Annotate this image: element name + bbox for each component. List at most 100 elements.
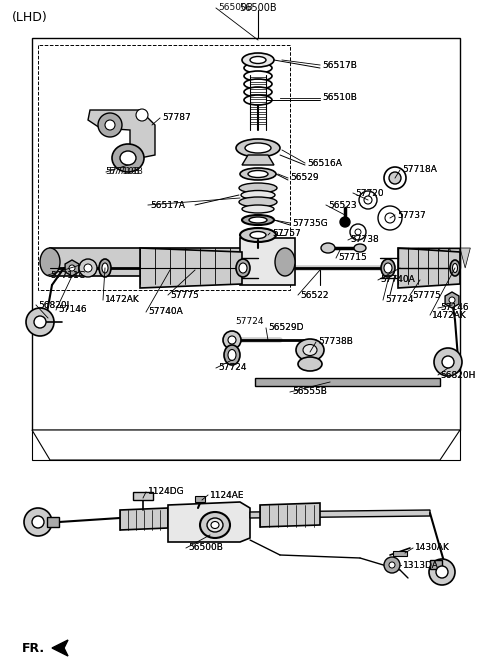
Text: 57738: 57738 — [350, 235, 379, 245]
Circle shape — [385, 213, 395, 223]
Bar — [393, 551, 407, 556]
Ellipse shape — [239, 183, 277, 193]
Polygon shape — [168, 502, 250, 542]
Polygon shape — [140, 248, 242, 288]
Text: 1313DA: 1313DA — [403, 560, 439, 569]
Text: 57735G: 57735G — [292, 218, 328, 228]
Text: 56555B: 56555B — [292, 388, 327, 396]
Text: 56820H: 56820H — [440, 370, 475, 380]
Ellipse shape — [296, 339, 324, 361]
Circle shape — [434, 348, 462, 376]
Text: 57720: 57720 — [355, 189, 384, 198]
Circle shape — [136, 109, 148, 121]
Ellipse shape — [99, 259, 111, 277]
Polygon shape — [429, 248, 439, 268]
Text: 57787: 57787 — [162, 114, 191, 122]
Text: 57710B: 57710B — [105, 167, 140, 177]
Text: 57740A: 57740A — [148, 308, 183, 317]
Polygon shape — [32, 430, 460, 460]
Ellipse shape — [211, 521, 219, 528]
Text: 1472AK: 1472AK — [432, 310, 467, 319]
Ellipse shape — [244, 63, 272, 73]
Polygon shape — [242, 155, 274, 165]
Text: 57738B: 57738B — [318, 337, 353, 347]
Ellipse shape — [241, 190, 275, 200]
Ellipse shape — [244, 87, 272, 97]
Text: 56517A: 56517A — [150, 200, 185, 210]
Ellipse shape — [240, 168, 276, 180]
Text: 57724: 57724 — [235, 317, 264, 327]
Ellipse shape — [112, 144, 144, 172]
Text: 57738B: 57738B — [318, 337, 353, 347]
Text: 56500B: 56500B — [239, 3, 277, 13]
Ellipse shape — [239, 263, 247, 273]
Polygon shape — [52, 640, 68, 656]
Text: 56516A: 56516A — [307, 159, 342, 167]
Ellipse shape — [200, 512, 230, 538]
Circle shape — [223, 331, 241, 349]
Text: 56516A: 56516A — [307, 159, 342, 167]
Text: 56529: 56529 — [290, 173, 319, 183]
Polygon shape — [32, 430, 460, 460]
Ellipse shape — [384, 167, 406, 189]
Bar — [255, 378, 440, 386]
Polygon shape — [65, 260, 79, 276]
Polygon shape — [88, 110, 155, 158]
Text: 57710B: 57710B — [108, 167, 143, 177]
Text: 56500B: 56500B — [188, 544, 223, 552]
Ellipse shape — [236, 139, 280, 157]
Ellipse shape — [244, 71, 272, 81]
Ellipse shape — [303, 345, 317, 355]
Text: 56523: 56523 — [328, 200, 357, 210]
Circle shape — [32, 516, 44, 528]
Ellipse shape — [450, 260, 460, 276]
Circle shape — [355, 229, 361, 235]
Ellipse shape — [381, 259, 395, 277]
Ellipse shape — [242, 53, 274, 67]
Circle shape — [79, 259, 97, 277]
Text: 56522: 56522 — [300, 290, 328, 300]
Bar — [398, 248, 460, 268]
Polygon shape — [398, 248, 460, 288]
Ellipse shape — [120, 151, 136, 165]
Text: 56820H: 56820H — [440, 370, 475, 380]
Text: 56523: 56523 — [328, 200, 357, 210]
Circle shape — [228, 336, 236, 344]
Polygon shape — [120, 508, 168, 530]
Ellipse shape — [275, 248, 295, 276]
Text: 57724: 57724 — [218, 364, 247, 372]
Bar — [133, 492, 153, 500]
Text: 1472AK: 1472AK — [432, 310, 467, 319]
Text: 56529D: 56529D — [268, 323, 303, 333]
Text: 57718A: 57718A — [402, 165, 437, 175]
Text: 1472AK: 1472AK — [105, 296, 140, 304]
Ellipse shape — [40, 248, 60, 276]
Text: 1124DG: 1124DG — [148, 487, 185, 497]
Text: 56522: 56522 — [300, 290, 328, 300]
Polygon shape — [439, 248, 450, 268]
Ellipse shape — [242, 205, 274, 213]
Text: 1124AE: 1124AE — [210, 491, 244, 499]
Text: 56555B: 56555B — [292, 388, 327, 396]
Ellipse shape — [244, 79, 272, 89]
Ellipse shape — [102, 263, 108, 273]
Text: 1430AK: 1430AK — [415, 544, 450, 552]
Text: 57775: 57775 — [170, 290, 199, 300]
Text: 57740A: 57740A — [148, 308, 183, 317]
Polygon shape — [445, 292, 459, 308]
Text: 1472AK: 1472AK — [105, 296, 140, 304]
Ellipse shape — [249, 217, 267, 223]
Ellipse shape — [354, 244, 366, 252]
Ellipse shape — [298, 357, 322, 371]
Polygon shape — [408, 248, 419, 268]
Circle shape — [84, 264, 92, 272]
Circle shape — [350, 224, 366, 240]
Circle shape — [34, 316, 46, 328]
Text: 56517B: 56517B — [322, 60, 357, 69]
Circle shape — [436, 566, 448, 578]
Text: FR.: FR. — [22, 642, 45, 655]
Text: 57775: 57775 — [412, 290, 441, 300]
Ellipse shape — [250, 231, 266, 239]
Bar — [430, 560, 442, 569]
Ellipse shape — [244, 55, 272, 65]
